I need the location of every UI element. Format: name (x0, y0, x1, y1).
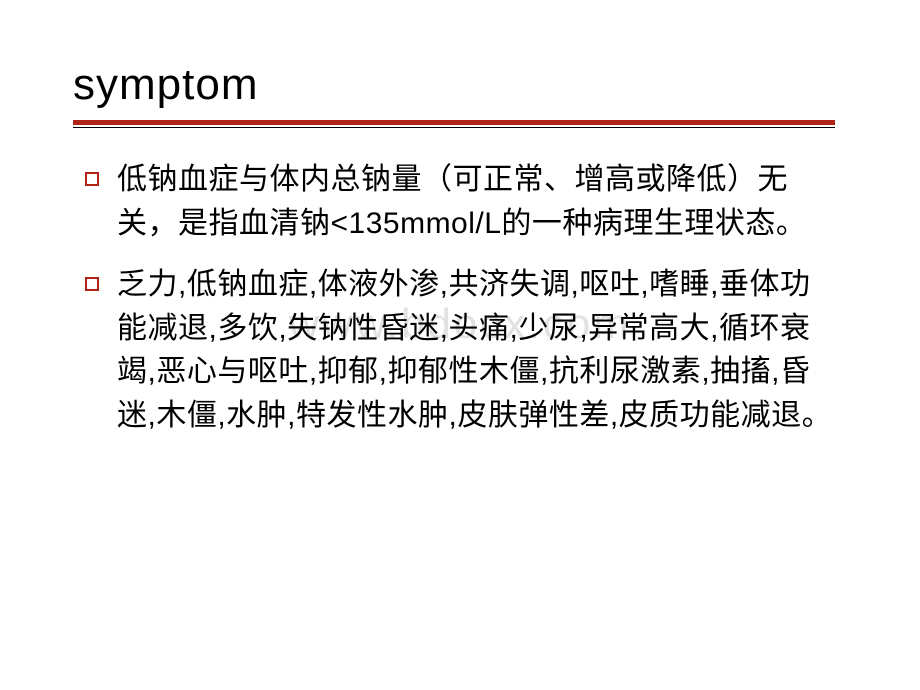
bullet-text: 乏力,低钠血症,体液外渗,共济失调,呕吐,嗜睡,垂体功能减退,多饮,失钠性昏迷,… (117, 263, 835, 437)
underline-thin-bar (73, 127, 835, 128)
title-underline (73, 120, 835, 128)
bullet-marker-icon (85, 277, 99, 291)
underline-red-bar (73, 120, 835, 125)
bullet-marker-icon (85, 172, 99, 186)
bullet-item: 低钠血症与体内总钠量（可正常、增高或降低）无关，是指血清钠<135mmol/L的… (85, 158, 835, 245)
content-area: 低钠血症与体内总钠量（可正常、增高或降低）无关，是指血清钠<135mmol/L的… (85, 158, 835, 437)
bullet-item: 乏力,低钠血症,体液外渗,共济失调,呕吐,嗜睡,垂体功能减退,多饮,失钠性昏迷,… (85, 263, 835, 437)
slide-container: www.bdocx.com symptom 低钠血症与体内总钠量（可正常、增高或… (0, 0, 920, 690)
slide-title: symptom (73, 60, 835, 110)
bullet-text: 低钠血症与体内总钠量（可正常、增高或降低）无关，是指血清钠<135mmol/L的… (117, 158, 835, 245)
